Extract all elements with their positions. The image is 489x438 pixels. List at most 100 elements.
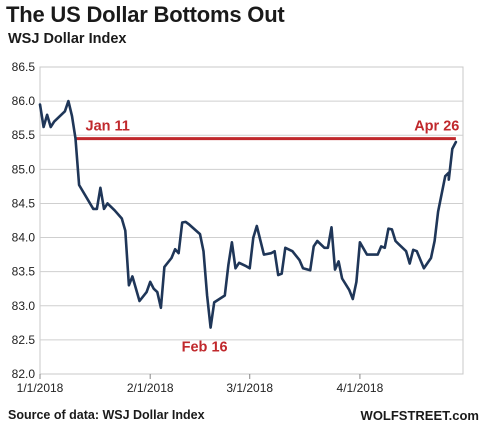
data-point — [128, 284, 130, 287]
data-point — [71, 115, 73, 117]
y-tick-label: 83.5 — [12, 265, 36, 279]
data-point — [323, 247, 326, 249]
data-point — [199, 233, 201, 235]
data-point — [181, 221, 183, 224]
data-point — [316, 240, 319, 242]
data-point — [334, 268, 336, 271]
data-point — [423, 267, 425, 270]
data-point — [302, 267, 304, 270]
data-point — [280, 272, 283, 275]
data-point — [437, 210, 439, 213]
data-point — [352, 298, 354, 300]
data-point — [131, 275, 134, 278]
data-point — [263, 253, 265, 256]
brand-label: WOLFSTREET.com — [360, 408, 479, 423]
data-point — [337, 260, 340, 263]
data-point — [145, 291, 148, 293]
data-point — [376, 253, 379, 256]
annotation-label: Feb 16 — [182, 340, 228, 356]
data-point — [106, 202, 109, 205]
data-point — [444, 175, 447, 177]
data-point — [227, 264, 230, 266]
data-point — [252, 236, 255, 239]
data-point — [298, 259, 301, 261]
data-point — [366, 253, 368, 256]
data-point — [103, 208, 105, 210]
chart-title: The US Dollar Bottoms Out — [6, 2, 285, 27]
y-tick-label: 82.0 — [12, 367, 36, 381]
data-point — [78, 184, 80, 186]
x-axis-ticks: 1/1/2018 2/1/2018 3/1/2018 4/1/2018 — [17, 374, 384, 395]
data-point — [455, 141, 457, 143]
data-point — [202, 250, 205, 252]
data-point — [405, 250, 407, 252]
data-point — [224, 294, 226, 297]
data-point — [138, 300, 141, 302]
y-tick-label: 85.5 — [12, 128, 36, 142]
data-point — [53, 120, 55, 123]
data-point — [42, 126, 45, 128]
data-point — [408, 262, 411, 265]
chart-subtitle: WSJ Dollar Index — [8, 31, 127, 47]
data-point — [312, 245, 315, 248]
annotation-label: Apr 26 — [414, 119, 459, 135]
data-point — [412, 249, 415, 251]
data-point — [234, 267, 237, 270]
data-point — [99, 187, 102, 189]
grid-lines — [40, 100, 463, 341]
data-point — [433, 240, 436, 242]
data-point — [74, 137, 77, 140]
data-point — [330, 226, 333, 229]
data-point — [49, 126, 52, 128]
data-point — [359, 241, 361, 244]
data-point — [174, 248, 176, 250]
data-point — [348, 289, 351, 291]
data-point — [416, 250, 418, 252]
data-point — [380, 245, 383, 248]
data-point — [177, 252, 180, 254]
data-point — [451, 148, 454, 150]
data-point — [291, 250, 294, 252]
x-tick-label: 2/1/2018 — [127, 381, 174, 395]
plot-frame — [39, 66, 464, 375]
data-point — [156, 291, 159, 293]
data-point — [248, 267, 251, 270]
data-source-note: Source of data: WSJ Dollar Index — [8, 408, 205, 422]
data-point — [341, 277, 343, 280]
data-point — [121, 217, 123, 220]
data-point — [149, 281, 151, 283]
data-point — [188, 223, 191, 226]
x-tick-label: 4/1/2018 — [337, 381, 384, 395]
data-point — [384, 247, 386, 249]
data-point — [46, 114, 48, 116]
data-point — [373, 253, 375, 256]
y-tick-label: 82.5 — [12, 333, 36, 347]
data-point — [355, 281, 358, 283]
data-point — [448, 171, 450, 174]
y-tick-label: 83.0 — [12, 299, 36, 313]
data-point — [273, 250, 276, 252]
data-point — [67, 100, 70, 102]
data-point — [448, 178, 450, 181]
annotation-group: Jan 11 Apr 26 Feb 16 — [86, 119, 460, 356]
y-tick-label: 84.5 — [12, 196, 36, 210]
data-point — [124, 229, 127, 232]
data-point — [255, 225, 258, 227]
data-point — [209, 326, 212, 329]
data-point — [391, 228, 393, 231]
x-tick-label: 3/1/2018 — [226, 381, 273, 395]
x-tick-label: 1/1/2018 — [17, 381, 64, 395]
y-tick-label: 84.0 — [12, 231, 36, 245]
data-point — [39, 103, 41, 106]
data-point — [245, 265, 247, 268]
data-point — [398, 243, 400, 246]
y-axis-ticks: 82.0 82.5 83.0 83.5 84.0 84.5 85.0 85.5 86.0 86.5 — [12, 60, 36, 381]
data-point — [238, 262, 240, 264]
data-point — [152, 287, 155, 290]
data-point — [206, 294, 208, 297]
data-point — [113, 209, 116, 212]
data-point — [92, 208, 95, 210]
data-point — [96, 208, 98, 210]
annotation-label: Jan 11 — [86, 119, 130, 135]
